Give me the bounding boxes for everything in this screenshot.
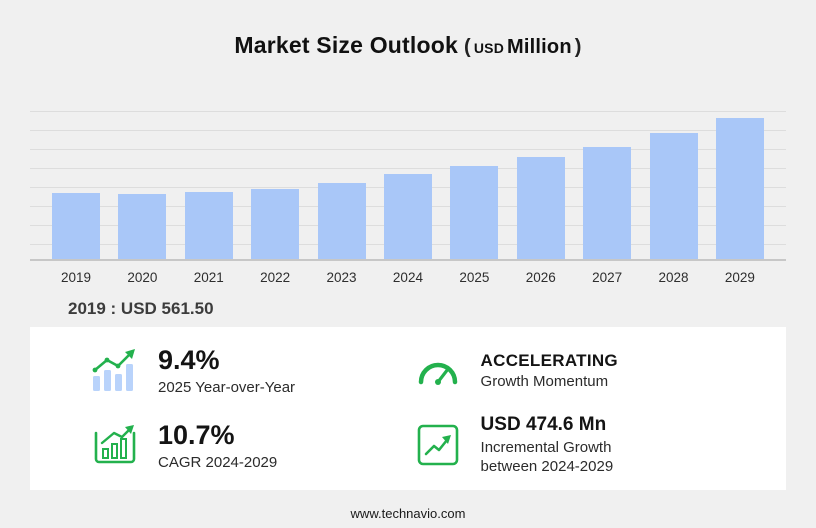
x-axis-label: 2026	[525, 270, 556, 285]
stat-cagr-label: CAGR 2024-2029	[158, 453, 278, 471]
x-axis-label: 2023	[326, 270, 357, 285]
base-year-annotation: 2019 : USD 561.50	[68, 299, 214, 318]
page-title: Market Size Outlook(USD Million)	[0, 0, 816, 59]
title-unit-scale: Million	[507, 36, 572, 58]
title-main: Market Size Outlook	[234, 32, 458, 58]
chart-bar	[649, 133, 698, 259]
cagr-bars-icon	[86, 423, 144, 467]
stat-cagr-value: 10.7%	[158, 419, 235, 450]
stat-incremental: USD 474.6 Mn Incremental Growth between …	[409, 414, 758, 476]
x-axis-label: 2022	[260, 270, 291, 285]
stat-yoy-text: 9.4% 2025 Year-over-Year	[158, 345, 295, 396]
stat-cagr: 10.7% CAGR 2024-2029	[86, 414, 409, 476]
stat-momentum-text: ACCELERATING Growth Momentum	[481, 351, 618, 391]
bar-chart-trend-icon	[86, 348, 144, 394]
chart-bar	[383, 174, 432, 259]
chart-bar	[583, 146, 632, 259]
chart-bar	[52, 192, 100, 259]
title-unit: (USD Million)	[464, 32, 582, 58]
x-axis-label: 2021	[193, 270, 224, 285]
x-axis-label: 2019	[60, 270, 92, 285]
speedometer-icon	[409, 351, 467, 391]
chart-bar	[516, 157, 565, 259]
stat-yoy-value: 9.4%	[158, 345, 220, 375]
chart-bar	[715, 118, 764, 259]
chart-xlabels: 2019 2020 2021 2022 2023 2024 2025 2026 2027 2028…	[30, 270, 786, 285]
bar-chart: 2019 2020 2021 2022 2023 2024 2025 2026 2027 2028…	[30, 111, 786, 285]
stat-incremental-text: USD 474.6 Mn Incremental Growth between …	[481, 414, 656, 476]
stat-incremental-label: Incremental Growth between 2024-2029	[480, 438, 614, 475]
incremental-growth-icon	[409, 423, 467, 467]
x-axis-label: 2020	[127, 270, 158, 285]
chart-bar	[450, 166, 499, 259]
x-axis-label: 2028	[658, 270, 689, 285]
chart-bar	[251, 188, 300, 259]
x-axis-label: 2025	[459, 270, 490, 285]
chart-bar	[317, 183, 366, 259]
title-unit-currency: USD	[473, 40, 505, 56]
stat-momentum: ACCELERATING Growth Momentum	[409, 345, 758, 396]
chart-bar	[184, 192, 233, 259]
x-axis-label: 2027	[592, 270, 623, 285]
chart-bar	[118, 194, 167, 259]
title-paren-close: )	[574, 36, 582, 58]
x-axis-label: 2029	[724, 270, 755, 285]
stat-cagr-text: 10.7% CAGR 2024-2029	[158, 420, 277, 471]
website-link[interactable]: www.technavio.com	[350, 506, 466, 521]
footer: www.technavio.com	[0, 506, 816, 521]
stat-momentum-label: Growth Momentum	[480, 373, 609, 391]
stats-panel: 9.4% 2025 Year-over-Year ACCELERATING Gr…	[30, 327, 786, 491]
stat-momentum-value: ACCELERATING	[480, 350, 618, 370]
stat-yoy: 9.4% 2025 Year-over-Year	[86, 345, 409, 396]
title-paren-open: (	[463, 36, 471, 58]
chart-plot	[30, 111, 786, 261]
stat-incremental-value: USD 474.6 Mn	[480, 414, 607, 436]
x-axis-label: 2024	[392, 270, 423, 285]
stat-yoy-label: 2025 Year-over-Year	[158, 379, 296, 397]
